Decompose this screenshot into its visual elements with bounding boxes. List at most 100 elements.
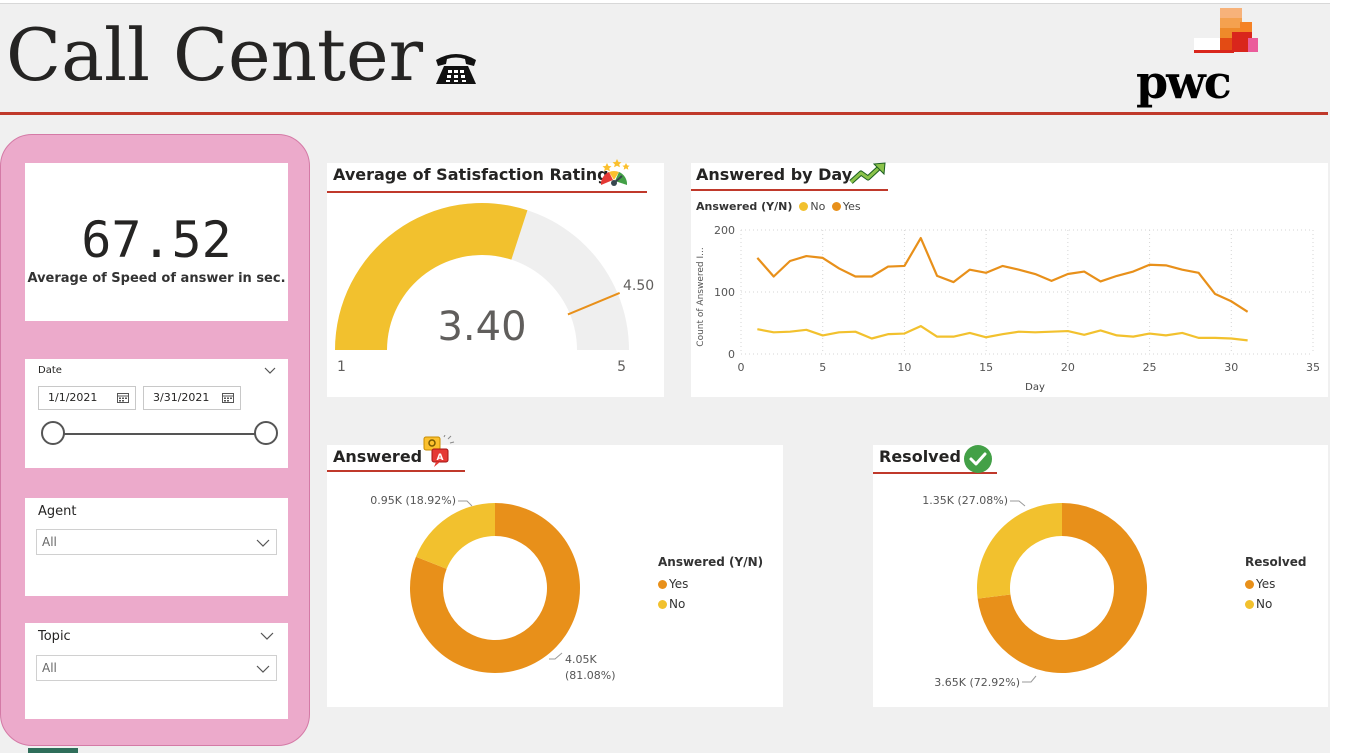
- date-slicer-title: Date: [38, 365, 62, 376]
- date-range-end-handle[interactable]: [254, 421, 278, 445]
- resolved-donut-card[interactable]: Resolved 1.35K (27.08%) 3.65K (72.92%) R…: [873, 445, 1328, 707]
- chevron-down-icon[interactable]: [256, 664, 270, 674]
- line-chart-plot: 0 100 200 0 5 10 15 20 25 30 35 Count of Answered …: [696, 224, 1320, 393]
- gauge-target-marker: [567, 292, 621, 316]
- x-tick-label: 15: [979, 361, 993, 374]
- line-legend-no: No: [810, 200, 826, 213]
- resolved-legend-no: No: [1245, 597, 1306, 611]
- answered-yes-pct-label: (81.08%): [565, 669, 616, 682]
- kpi-card-speed-of-answer: 67.52 Average of Speed of answer in sec.: [25, 163, 288, 321]
- kpi-label: Average of Speed of answer in sec.: [27, 271, 286, 286]
- legend-no-swatch: [1245, 600, 1254, 609]
- answered-legend-yes-text: Yes: [669, 577, 689, 591]
- calendar-icon[interactable]: [222, 392, 234, 403]
- gauge-value-arc: [335, 203, 528, 350]
- date-end-input[interactable]: 3/31/2021: [143, 386, 241, 410]
- resolved-legend-no-text: No: [1256, 597, 1273, 611]
- legend-yes-swatch: [1245, 580, 1254, 589]
- y-tick-label: 200: [714, 224, 735, 237]
- series-line-no[interactable]: [757, 324, 1248, 342]
- phone-icon: [436, 54, 476, 84]
- answered-legend-no-text: No: [669, 597, 686, 611]
- svg-text:A: A: [437, 453, 444, 463]
- header-divider: [0, 112, 1328, 115]
- topic-dropdown-value: All: [42, 661, 57, 675]
- gauge-max-label: 5: [617, 359, 626, 375]
- gauge-chart: 3.40 1 5 4.50: [335, 203, 654, 375]
- gauge-min-label: 1: [337, 359, 346, 375]
- date-end-value: 3/31/2021: [153, 391, 210, 404]
- x-tick-label: 20: [1061, 361, 1075, 374]
- resolved-no-label: 1.35K (27.08%): [922, 494, 1008, 507]
- date-slicer: Date 1/1/2021 3/31/2021: [25, 359, 288, 468]
- resolved-slice-yes[interactable]: [977, 503, 1147, 673]
- trend-up-icon: [849, 162, 886, 184]
- line-legend-yes: Yes: [842, 200, 861, 213]
- resolved-legend: Resolved Yes No: [1245, 555, 1306, 617]
- answered-slice-no[interactable]: [415, 503, 495, 569]
- agent-dropdown-value: All: [42, 535, 57, 549]
- line-chart-title: Answered by Day: [696, 165, 853, 184]
- calendar-icon[interactable]: [117, 392, 129, 403]
- page-right-margin: [1330, 0, 1349, 753]
- answered-title-underline: [327, 470, 465, 472]
- chevron-down-icon[interactable]: [256, 538, 270, 548]
- agent-slicer: Agent All: [25, 498, 288, 596]
- resolved-title: Resolved: [879, 447, 961, 466]
- agent-dropdown[interactable]: All: [36, 529, 277, 555]
- satisfaction-meter-icon: [600, 159, 630, 186]
- resolved-yes-label: 3.65K (72.92%): [934, 676, 1020, 689]
- resolved-legend-title: Resolved: [1245, 555, 1307, 569]
- gauge-value-label: 3.40: [437, 304, 526, 350]
- page-tab-indicator: [28, 748, 78, 753]
- legend-yes-swatch: [831, 202, 841, 211]
- answered-no-leader-line: [458, 500, 473, 507]
- resolved-donut-chart: 1.35K (27.08%) 3.65K (72.92%): [922, 494, 1147, 689]
- answered-yes-label: 4.05K: [565, 653, 597, 666]
- answered-yes-leader-line: [549, 652, 563, 660]
- gauge-title-underline: [327, 191, 647, 193]
- x-tick-label: 5: [819, 361, 826, 374]
- date-start-input[interactable]: 1/1/2021: [38, 386, 136, 410]
- resolved-slice-no[interactable]: [977, 503, 1062, 599]
- page-title: Call Center: [6, 13, 423, 97]
- x-tick-label: 10: [897, 361, 911, 374]
- topic-dropdown[interactable]: All: [36, 655, 277, 681]
- legend-no-swatch: [799, 202, 809, 211]
- legend-yes-swatch: [658, 580, 667, 589]
- x-tick-label: 25: [1143, 361, 1157, 374]
- check-circle-icon: [964, 445, 992, 473]
- pwc-logo-text: pwc: [1136, 55, 1232, 109]
- resolved-yes-leader-line: [1022, 675, 1037, 683]
- chevron-down-icon[interactable]: [260, 631, 274, 641]
- resolved-legend-yes-text: Yes: [1256, 577, 1276, 591]
- gauge-target-label: 4.50: [623, 278, 654, 294]
- series-line-yes[interactable]: [756, 236, 1249, 313]
- legend-no-swatch: [658, 600, 667, 609]
- answered-slice-yes[interactable]: [410, 503, 580, 673]
- line-legend-title: Answered (Y/N): [696, 200, 793, 213]
- agent-slicer-title: Agent: [38, 504, 77, 519]
- chat-bubbles-icon: A: [423, 435, 455, 467]
- satisfaction-gauge-card[interactable]: Average of Satisfaction Rating 3.40 1 5 …: [327, 159, 664, 397]
- date-range-start-handle[interactable]: [41, 421, 65, 445]
- kpi-value: 67.52: [81, 211, 232, 269]
- answered-legend: Answered (Y/N) Yes No: [658, 555, 763, 617]
- resolved-title-underline: [873, 472, 997, 474]
- answered-donut-card[interactable]: Answered A 0.95K (18.92%) 4.05K (81.08%)…: [327, 435, 783, 707]
- answered-legend-no: No: [658, 597, 763, 611]
- topic-slicer-title: Topic: [38, 629, 71, 644]
- gauge-title: Average of Satisfaction Rating: [333, 165, 609, 184]
- topic-slicer: Topic All: [25, 623, 288, 719]
- resolved-no-leader-line: [1010, 500, 1026, 507]
- y-tick-label: 100: [714, 286, 735, 299]
- x-tick-label: 35: [1306, 361, 1320, 374]
- x-axis-title: Day: [1025, 382, 1045, 393]
- date-start-value: 1/1/2021: [48, 391, 98, 404]
- answered-by-day-card[interactable]: Answered by Day Answered (Y/N) No Yes 0 1…: [691, 162, 1328, 397]
- line-chart-title-underline: [691, 189, 888, 191]
- chevron-down-icon[interactable]: [263, 365, 277, 375]
- resolved-legend-yes: Yes: [1245, 577, 1306, 591]
- date-range-slider-track[interactable]: [53, 433, 267, 435]
- top-border: [0, 0, 1330, 4]
